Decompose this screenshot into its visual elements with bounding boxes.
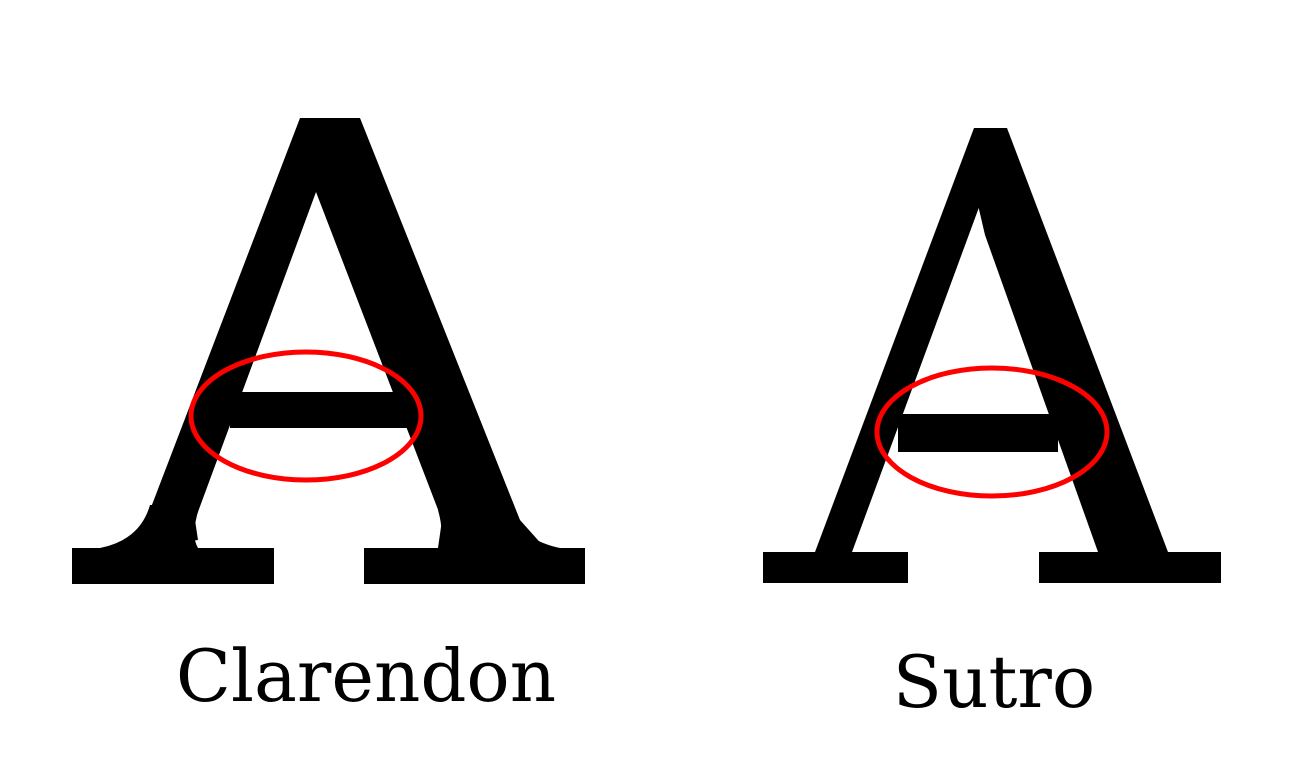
sutro-left-serif bbox=[763, 552, 908, 583]
clarendon-caption: Clarendon bbox=[175, 634, 557, 718]
sutro-crossbar-highlight bbox=[874, 365, 1110, 499]
sutro-right-serif bbox=[1039, 552, 1221, 583]
clarendon-left-serif bbox=[72, 548, 274, 584]
sutro-caption: Sutro bbox=[892, 640, 1096, 724]
clarendon-right-stroke bbox=[300, 118, 545, 548]
sutro-crossbar bbox=[898, 414, 1058, 452]
clarendon-right-bracket bbox=[438, 505, 560, 548]
sutro-letter-a bbox=[763, 128, 1221, 583]
clarendon-letter-a bbox=[72, 118, 585, 584]
sutro-left-stroke bbox=[815, 128, 1007, 552]
clarendon-left-bracket bbox=[100, 505, 200, 548]
clarendon-crossbar-highlight bbox=[188, 349, 424, 483]
clarendon-right-serif bbox=[364, 548, 585, 584]
clarendon-left-stroke bbox=[150, 118, 358, 545]
clarendon-crossbar bbox=[230, 392, 408, 428]
sutro-right-stroke bbox=[974, 128, 1168, 552]
